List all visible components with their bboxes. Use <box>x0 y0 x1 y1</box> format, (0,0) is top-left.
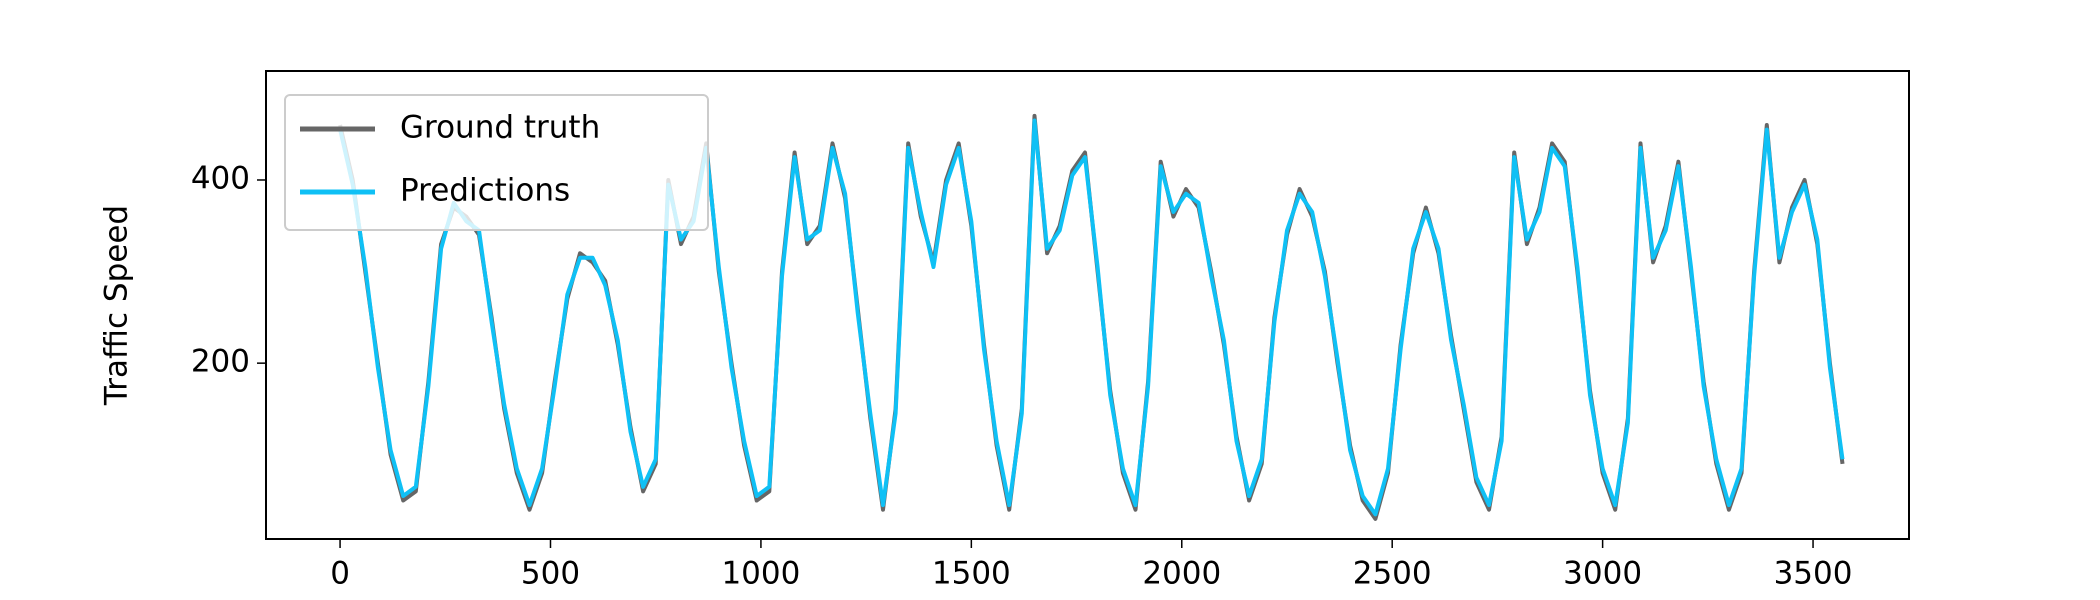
x-tick-label: 3500 <box>1774 556 1853 592</box>
y-tick-label: 200 <box>191 344 250 380</box>
line-series <box>338 118 1845 517</box>
x-tick-label: 2000 <box>1142 556 1221 592</box>
legend-label: Predictions <box>400 173 570 209</box>
legend: Ground truth Predictions <box>284 94 709 231</box>
legend-box <box>284 94 709 231</box>
x-tick-label: 0 <box>330 556 350 592</box>
x-tick-label: 500 <box>521 556 580 592</box>
x-tick-label: 1500 <box>932 556 1011 592</box>
legend-label: Ground truth <box>400 110 600 146</box>
plot-frame <box>265 70 1910 540</box>
x-tick-label: 1000 <box>721 556 800 592</box>
y-tick-label: 400 <box>191 160 250 196</box>
x-tick-label: 3000 <box>1563 556 1642 592</box>
y-axis-label: Traffic Speed <box>99 205 135 406</box>
x-tick-label: 2500 <box>1353 556 1432 592</box>
